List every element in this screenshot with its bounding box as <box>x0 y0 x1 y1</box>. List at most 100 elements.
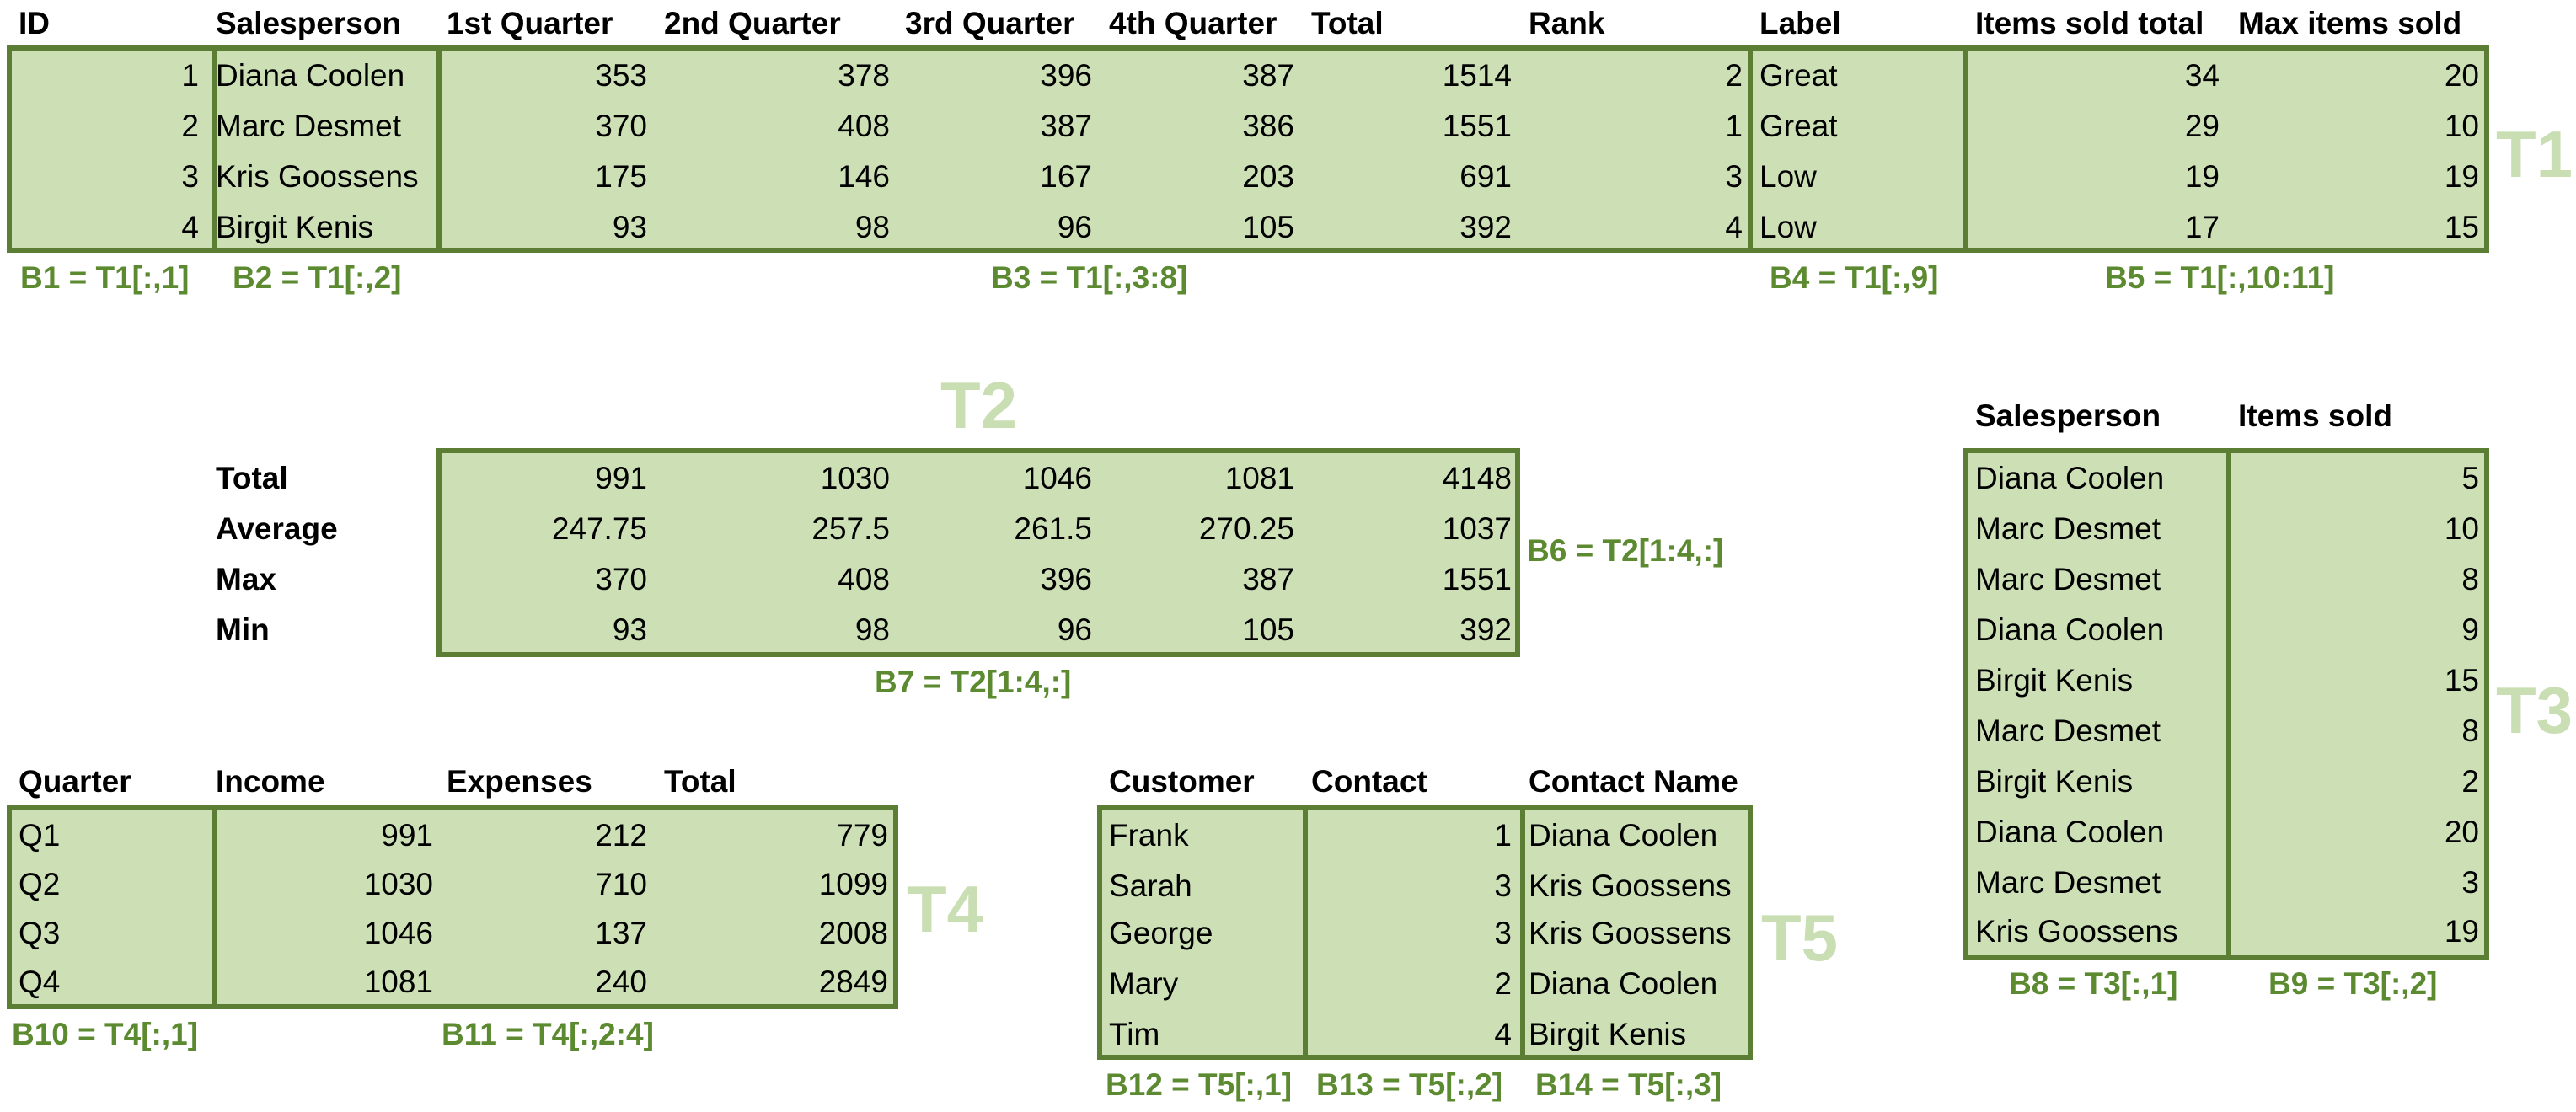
t4-caption-b11: B11 = T4[:,2:4] <box>442 1017 654 1051</box>
t4-cell: 137 <box>595 916 647 950</box>
t1-cell: Marc Desmet <box>216 109 401 143</box>
t4-cell: 212 <box>595 818 647 853</box>
t5-cell: Diana Coolen <box>1529 818 1718 853</box>
t1-cell: Diana Coolen <box>216 58 405 93</box>
t5-cell: George <box>1109 916 1213 950</box>
t1-cell: Great <box>1759 109 1838 143</box>
t2-cell: 105 <box>1242 612 1294 647</box>
t3-block-b8 <box>1963 448 2231 960</box>
t5-cell: 4 <box>1494 1017 1512 1051</box>
t3-header-salesperson: Salesperson <box>1975 398 2161 433</box>
t3-cell: 3 <box>2461 865 2479 900</box>
t3-cell: Kris Goossens <box>1975 914 2178 949</box>
t1-cell: 3 <box>1725 159 1743 194</box>
t2-cell: 1030 <box>820 461 890 495</box>
t1-cell: Great <box>1759 58 1838 93</box>
t4-cell: 1081 <box>363 965 433 999</box>
t5-cell: Mary <box>1109 966 1179 1001</box>
t4-cell: 991 <box>381 818 433 853</box>
t1-cell: 1 <box>1725 109 1743 143</box>
t4-cell: Q3 <box>19 916 61 950</box>
t1-cell: Low <box>1759 210 1817 244</box>
t5-cell: 2 <box>1494 966 1512 1001</box>
t3-cell: Marc Desmet <box>1975 562 2161 596</box>
t3-cell: 9 <box>2461 612 2479 647</box>
t1-cell: Birgit Kenis <box>216 210 374 244</box>
t1-caption-b1: B1 = T1[:,1] <box>20 260 190 295</box>
t3-cell: 15 <box>2444 663 2479 698</box>
t2-cell: 370 <box>595 562 647 596</box>
t3-cell: Marc Desmet <box>1975 714 2161 748</box>
t1-cell: 203 <box>1242 159 1294 194</box>
t2-cell: 247.75 <box>551 511 647 546</box>
t2-cell: 387 <box>1242 562 1294 596</box>
t3-cell: 20 <box>2444 815 2479 849</box>
t1-cell: 4 <box>1725 210 1743 244</box>
t1-cell: 2 <box>1725 58 1743 93</box>
t1-cell: 1551 <box>1442 109 1512 143</box>
t5-cell: Tim <box>1109 1017 1160 1051</box>
t4-header-quarter: Quarter <box>19 764 131 799</box>
t1-cell: 392 <box>1459 210 1512 244</box>
t1-cell: 105 <box>1242 210 1294 244</box>
t3-cell: Diana Coolen <box>1975 815 2165 849</box>
t5-cell: 1 <box>1494 818 1512 853</box>
t1-header-label: Label <box>1759 6 1841 40</box>
t2-block <box>436 448 1520 657</box>
t1-cell: 353 <box>595 58 647 93</box>
t1-cell: 20 <box>2444 58 2479 93</box>
t2-cell: 96 <box>1057 612 1092 647</box>
t5-cell: Frank <box>1109 818 1189 853</box>
t1-cell: 34 <box>2184 58 2220 93</box>
t2-caption-b6: B6 = T2[1:4,:] <box>1527 533 1724 568</box>
t1-cell: 386 <box>1242 109 1294 143</box>
t4-cell: 240 <box>595 965 647 999</box>
t1-caption-b3: B3 = T1[:,3:8] <box>991 260 1188 295</box>
t3-cell: Birgit Kenis <box>1975 663 2134 698</box>
t4-cell: 1099 <box>818 867 888 901</box>
t2-cell: 93 <box>612 612 647 647</box>
t1-caption-b5: B5 = T1[:,10:11] <box>2105 260 2335 295</box>
t2-cell: 396 <box>1040 562 1092 596</box>
t1-header-q1: 1st Quarter <box>447 6 613 40</box>
t1-cell: 408 <box>838 109 890 143</box>
t1-cell: 387 <box>1040 109 1092 143</box>
t5-cell: Kris Goossens <box>1529 916 1732 950</box>
t1-cell: 98 <box>854 210 890 244</box>
t4-cell: Q1 <box>19 818 61 853</box>
t1-header-rank: Rank <box>1529 6 1605 40</box>
t1-cell: 175 <box>595 159 647 194</box>
t3-cell: Marc Desmet <box>1975 865 2161 900</box>
t1-header-q2: 2nd Quarter <box>664 6 841 40</box>
t1-cell: 370 <box>595 109 647 143</box>
t2-cell: 1551 <box>1442 562 1512 596</box>
t3-cell: Diana Coolen <box>1975 461 2165 495</box>
t4-cell: Q4 <box>19 965 61 999</box>
t1-header-total: Total <box>1311 6 1384 40</box>
t2-cell: 1046 <box>1022 461 1092 495</box>
t1-caption-b2: B2 = T1[:,2] <box>233 260 402 295</box>
t1-cell: 15 <box>2444 210 2479 244</box>
t3-cell: 10 <box>2444 511 2479 546</box>
t3-cell: 2 <box>2461 764 2479 799</box>
t5-cell: Birgit Kenis <box>1529 1017 1687 1051</box>
t1-cell: 93 <box>612 210 647 244</box>
t2-row-label-min: Min <box>216 612 270 647</box>
t4-header-total: Total <box>664 764 736 799</box>
t2-cell: 392 <box>1459 612 1512 647</box>
t1-cell: 387 <box>1242 58 1294 93</box>
t5-cell: Sarah <box>1109 869 1192 903</box>
t1-cell: 17 <box>2184 210 2220 244</box>
t5-block-b14 <box>1520 805 1753 1060</box>
t4-header-expenses: Expenses <box>447 764 592 799</box>
t2-cell: 408 <box>838 562 890 596</box>
t2-cell: 4148 <box>1442 461 1512 495</box>
t1-cell: 167 <box>1040 159 1092 194</box>
t4-cell: 2008 <box>818 916 888 950</box>
t1-cell: 2 <box>181 109 199 143</box>
t1-cell: Low <box>1759 159 1817 194</box>
t1-header-q4: 4th Quarter <box>1109 6 1277 40</box>
t3-cell: 8 <box>2461 714 2479 748</box>
t5-block-b13 <box>1303 805 1525 1060</box>
t1-cell: 378 <box>838 58 890 93</box>
